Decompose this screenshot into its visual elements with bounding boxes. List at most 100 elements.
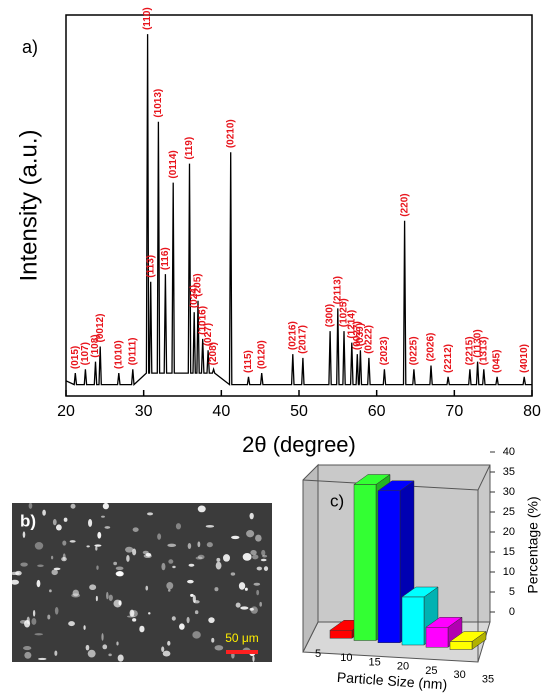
peak-label: (1130) [472,329,483,357]
peak-label: (300) [325,304,336,327]
peak-label: (0027) [352,321,363,350]
particle [118,600,122,606]
peak-label: (205) [193,273,204,296]
peak-label: (0012) [95,314,106,343]
particle [252,655,255,662]
particle [69,540,76,543]
y-tick-label: 30 [503,486,515,498]
particle [49,589,52,593]
particle [215,561,222,570]
particle [38,657,47,661]
x-tick-label: 25 [425,665,437,677]
particle [147,512,154,516]
y-tick-label: 5 [509,586,515,598]
x-tick-label: 30 [135,403,153,420]
particle [42,509,46,516]
peak-label: (2026) [426,333,437,362]
particle [162,650,171,657]
peak-label: (108) [90,334,101,357]
particle [61,556,67,562]
peak-label: (045) [492,350,503,373]
particle [101,633,104,641]
particle [216,557,221,562]
particle [192,595,196,603]
peak-label: (1313) [478,336,489,365]
left-wall [302,463,319,653]
peak-label: (015) [70,346,81,369]
x-tick-label: 20 [57,403,75,420]
particle [161,646,165,652]
y-tick-label: 25 [503,506,515,518]
peak-label: (107) [80,342,91,365]
x-tick-label: 20 [397,661,409,673]
particle [190,593,194,597]
peak-label: (119) [184,137,195,160]
x-tick-label: 30 [454,669,466,681]
particle [116,641,119,646]
particle [71,593,81,598]
particle [130,610,138,617]
scale-bar-label: 50 μm [225,631,259,645]
particle [52,518,57,526]
peak-label: (1010) [113,340,124,369]
particle [108,594,113,601]
particle [197,554,205,560]
particle [259,601,262,607]
particle [34,633,44,636]
y-axis-label: Percentage (%) [525,496,541,593]
bar-side-shade [472,631,486,650]
particle [192,631,201,639]
particle [214,587,219,592]
particle [88,518,93,527]
particle [125,546,134,553]
particle [211,637,215,643]
x-tick-label: 5 [315,648,321,660]
particle [261,549,266,556]
particle [96,565,99,570]
peak-label: (116) [160,247,171,270]
particle [24,651,32,659]
sem-particles [10,502,269,662]
particle [132,527,139,532]
particle [126,555,130,562]
particle [23,646,32,651]
particle [187,543,192,549]
particle [166,582,174,590]
particle [263,566,269,571]
particle [167,543,177,548]
particle [89,584,97,591]
x-tick-label: 60 [368,403,386,420]
y-tick-label: 15 [503,546,515,558]
peak-label: (115) [243,350,254,373]
particle [249,607,254,611]
particle [222,554,231,562]
particle [115,566,124,571]
peak-label: (0225) [409,336,420,365]
particle [197,541,201,548]
particle [22,531,26,538]
particle [208,617,215,624]
particle [195,556,203,560]
x-tick-label: 80 [523,403,541,420]
particle [187,579,194,584]
particle [253,582,261,586]
particle [72,589,80,597]
particle [36,579,41,588]
peak-label: (027) [203,323,214,346]
particle [188,563,195,567]
particle [171,616,176,621]
peak-label: (220) [399,193,410,216]
particle [148,612,151,615]
particle [256,566,263,571]
particle [28,502,33,509]
particle [175,523,182,530]
particle [86,545,90,548]
particle [116,571,124,577]
particle [167,588,171,592]
peak-label: (1214) [346,310,357,339]
particle [10,571,20,576]
particle [19,620,27,624]
particle [83,625,86,630]
particle [55,524,62,531]
x-tick-label: 70 [445,403,463,420]
